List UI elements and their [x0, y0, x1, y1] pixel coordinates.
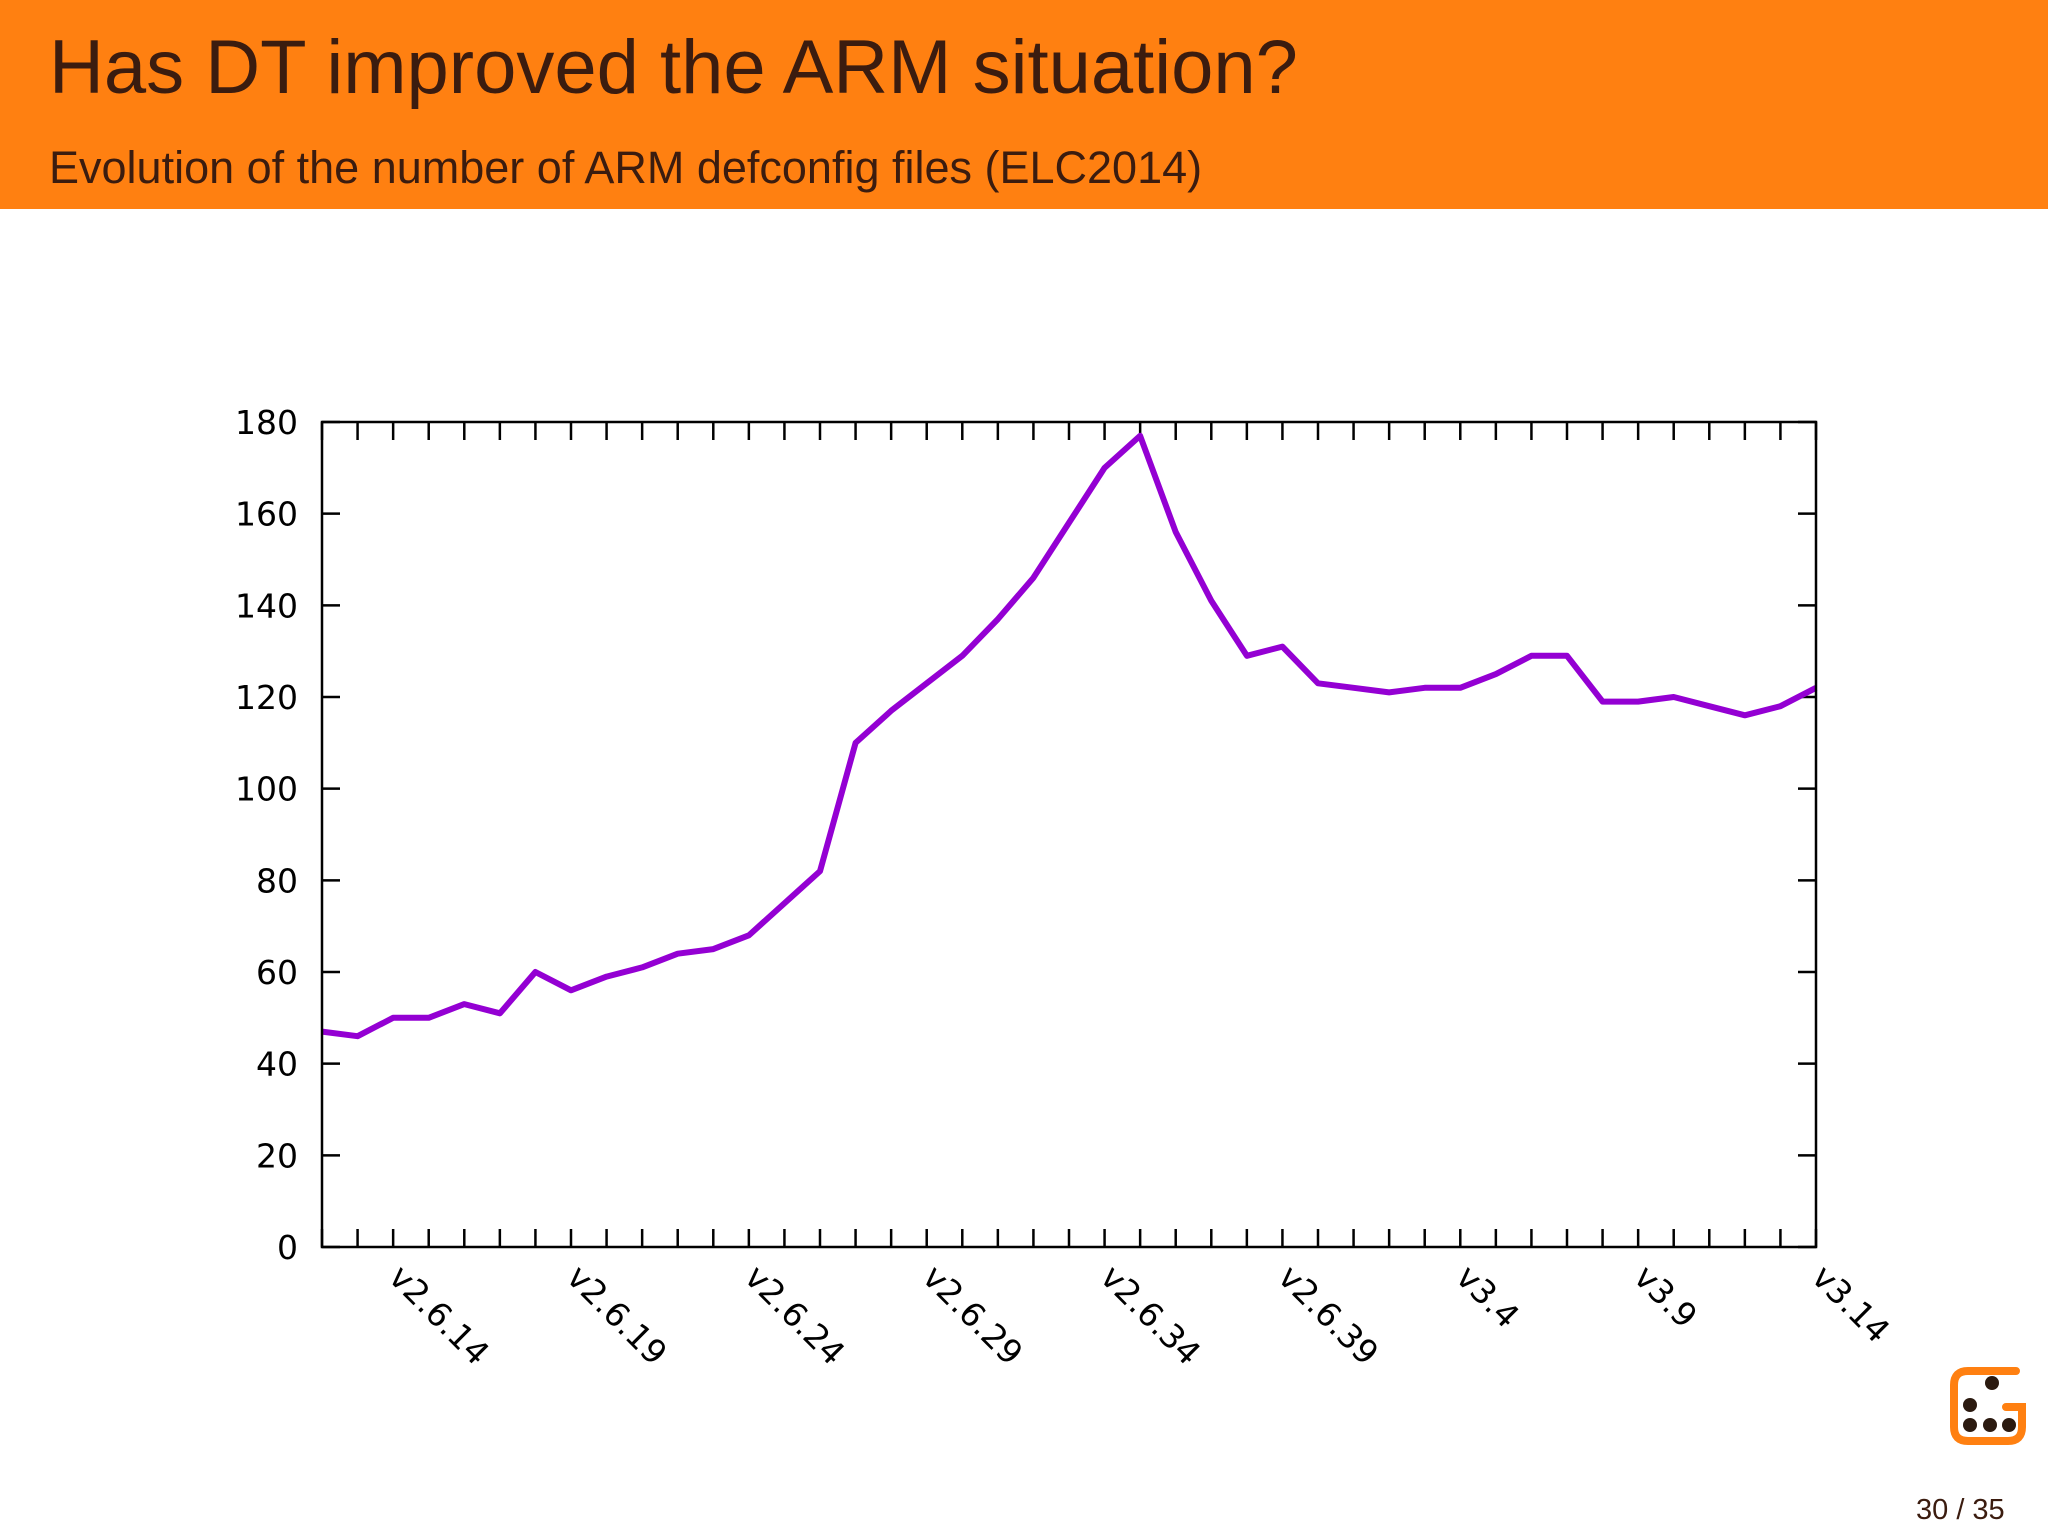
- y-tick-label: 0: [277, 1228, 298, 1267]
- y-tick-label: 160: [235, 495, 298, 534]
- y-tick-label: 140: [235, 586, 298, 625]
- x-tick-label: v2.6.39: [1271, 1257, 1387, 1373]
- y-tick-label: 100: [235, 770, 298, 809]
- y-tick-label: 80: [256, 861, 298, 900]
- x-axis-labels: v2.6.14 v2.6.19 v2.6.24 v2.6.29 v2.6.34 v2.6.…: [381, 1257, 1897, 1373]
- y-tick-label: 60: [256, 953, 298, 992]
- slide-header: Has DT improved the ARM situation? Evolu…: [0, 0, 2048, 209]
- y-tick-label: 180: [235, 403, 298, 442]
- x-tick-label: v2.6.24: [737, 1257, 853, 1373]
- series-line: [321, 432, 1818, 1040]
- y-tick-label: 120: [235, 678, 298, 717]
- x-tick-label: v3.14: [1804, 1257, 1897, 1350]
- x-tick-label: v3.4: [1449, 1257, 1527, 1335]
- x-tick-label: v2.6.29: [915, 1257, 1031, 1373]
- slide-subtitle: Evolution of the number of ARM defconfig…: [49, 142, 1203, 193]
- y-axis-labels: 0 20 40 60 80 100 120 140 160 180: [235, 403, 298, 1267]
- slide-title: Has DT improved the ARM situation?: [49, 25, 1298, 110]
- x-tick-label: v3.9: [1626, 1257, 1704, 1335]
- y-tick-label: 40: [256, 1045, 298, 1084]
- x-tick-label: v2.6.34: [1093, 1257, 1209, 1373]
- page-number: 30 / 35: [1916, 1494, 2005, 1526]
- axis-ticks: [320, 420, 1818, 1249]
- x-tick-label: v2.6.14: [381, 1257, 497, 1373]
- x-tick-label: v2.6.19: [559, 1257, 675, 1373]
- company-logo: [1950, 1367, 2026, 1445]
- plot-frame: [320, 420, 1818, 1249]
- y-tick-label: 20: [256, 1136, 298, 1175]
